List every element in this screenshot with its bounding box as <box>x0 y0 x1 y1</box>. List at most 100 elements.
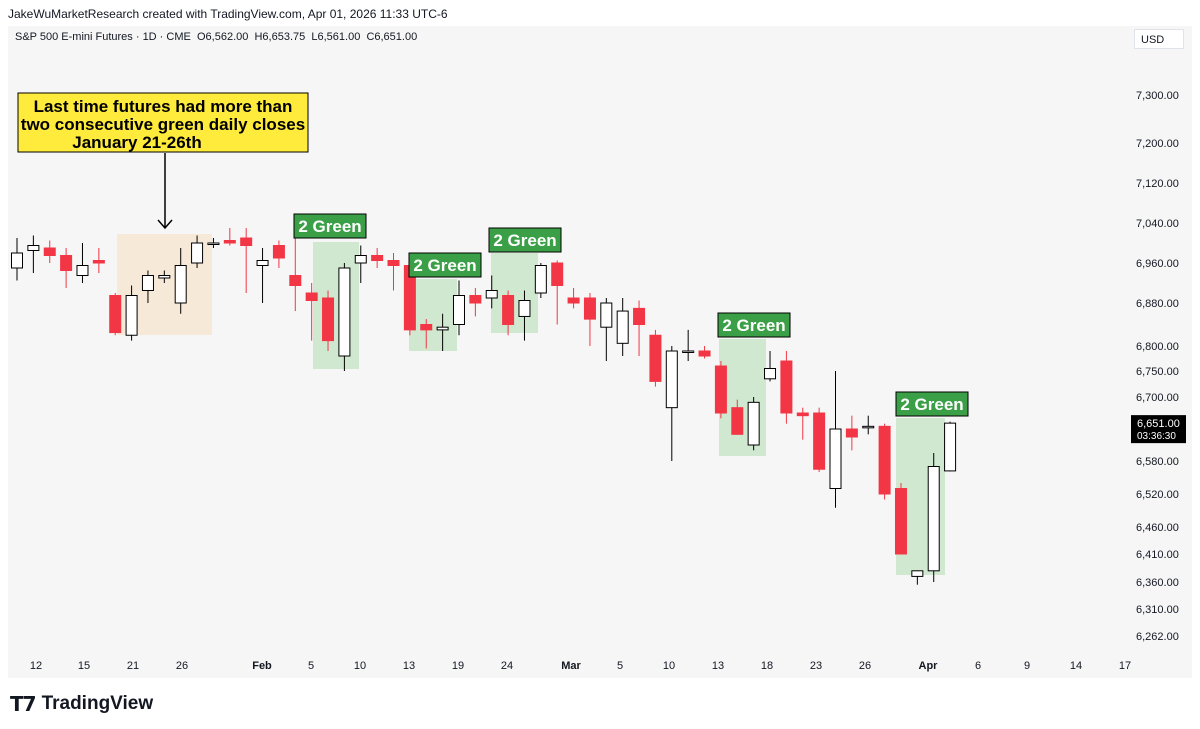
x-tick-label: 21 <box>127 660 139 672</box>
candle[interactable] <box>911 570 924 585</box>
ohlc-low: L6,561.00 <box>311 31 361 43</box>
ohlc-open: O6,562.00 <box>196 31 249 43</box>
candle-body <box>141 275 154 291</box>
candle[interactable] <box>518 290 531 341</box>
candle[interactable] <box>813 407 826 472</box>
candle[interactable] <box>698 346 711 359</box>
candle[interactable] <box>944 421 957 472</box>
candle[interactable] <box>796 407 809 440</box>
candle-body <box>11 252 23 269</box>
candle-body <box>272 245 285 259</box>
currency-button[interactable]: USD <box>1134 29 1184 49</box>
candle-body <box>92 260 105 264</box>
candle[interactable] <box>469 288 482 317</box>
candle[interactable] <box>92 248 105 273</box>
ohlc-close: C6,651.00 <box>366 31 418 43</box>
candle[interactable] <box>567 288 580 309</box>
candle[interactable] <box>616 298 629 356</box>
candle-body <box>894 488 907 555</box>
x-tick-label: 19 <box>452 660 464 672</box>
x-tick-label: 13 <box>403 660 415 672</box>
candle[interactable] <box>452 280 465 336</box>
candle-body <box>878 425 891 495</box>
candle[interactable] <box>141 270 154 304</box>
candle-body <box>731 407 744 435</box>
candle[interactable] <box>305 283 318 341</box>
candle[interactable] <box>633 300 646 357</box>
candle[interactable] <box>829 371 842 508</box>
candle[interactable] <box>191 235 204 269</box>
candle[interactable] <box>927 453 940 582</box>
candle[interactable] <box>485 275 498 309</box>
x-tick-label: Apr <box>919 660 939 672</box>
candle[interactable] <box>223 228 236 246</box>
candle-body <box>387 260 400 266</box>
candle[interactable] <box>322 290 335 352</box>
candle[interactable] <box>649 329 662 387</box>
candle-body <box>452 295 465 325</box>
candle[interactable] <box>240 228 253 293</box>
candle-body <box>633 307 646 325</box>
candle-body <box>616 310 629 344</box>
candle[interactable] <box>551 260 564 325</box>
candle-body <box>764 368 777 380</box>
candle[interactable] <box>371 248 384 268</box>
candle[interactable] <box>11 238 23 281</box>
tradingview-logo[interactable]: T7 TradingView <box>10 692 153 716</box>
candle[interactable] <box>354 245 367 284</box>
x-tick-label: 17 <box>1119 660 1131 672</box>
candle[interactable] <box>43 240 56 264</box>
candle[interactable] <box>125 285 138 341</box>
annotation-label: 2 Green <box>895 391 969 417</box>
candle[interactable] <box>60 248 73 288</box>
candle[interactable] <box>583 293 596 346</box>
candle[interactable] <box>862 415 875 435</box>
candle-body <box>322 297 335 342</box>
green-zone <box>491 253 538 333</box>
x-tick-label: 14 <box>1070 660 1082 672</box>
candle[interactable] <box>714 361 727 419</box>
annotation-label-box <box>293 213 367 239</box>
candle[interactable] <box>665 346 678 461</box>
y-tick-label: 6,700.00 <box>1136 392 1179 404</box>
tradingview-logo-text: TradingView <box>41 693 154 714</box>
candle[interactable] <box>731 399 744 435</box>
countdown-label: 03:36:30 <box>1137 431 1176 442</box>
candle[interactable] <box>845 415 858 451</box>
candle[interactable] <box>289 238 302 312</box>
x-tick-label: Feb <box>252 660 272 672</box>
candle[interactable] <box>878 423 891 500</box>
candle[interactable] <box>256 248 269 303</box>
candle-body <box>371 255 384 261</box>
candle[interactable] <box>747 397 760 451</box>
candle[interactable] <box>534 263 547 298</box>
annotation-label-box <box>717 312 791 338</box>
callout-text-line: January 21-26th <box>72 133 201 152</box>
candle[interactable] <box>272 240 285 269</box>
candle[interactable] <box>894 483 907 555</box>
last-price-badge <box>1131 415 1186 444</box>
candle[interactable] <box>27 235 40 274</box>
candle[interactable] <box>207 238 220 248</box>
candle[interactable] <box>600 298 613 361</box>
candle[interactable] <box>764 351 777 382</box>
annotation-label-box <box>895 391 969 417</box>
green-zone <box>313 242 359 369</box>
candle[interactable] <box>174 248 187 314</box>
candle[interactable] <box>502 290 515 336</box>
candle[interactable] <box>436 313 449 351</box>
candle-body <box>305 292 318 301</box>
candle[interactable] <box>109 293 122 336</box>
candle[interactable] <box>387 253 400 291</box>
candle[interactable] <box>76 243 89 283</box>
candle[interactable] <box>780 351 793 424</box>
candle[interactable] <box>158 270 171 284</box>
ohlc-high: H6,653.75 <box>254 31 306 43</box>
candle-body <box>911 570 924 577</box>
candle[interactable] <box>682 329 695 361</box>
candle-body <box>420 324 433 331</box>
candle[interactable] <box>420 319 433 349</box>
candle[interactable] <box>338 263 351 371</box>
candle-body <box>600 302 613 328</box>
